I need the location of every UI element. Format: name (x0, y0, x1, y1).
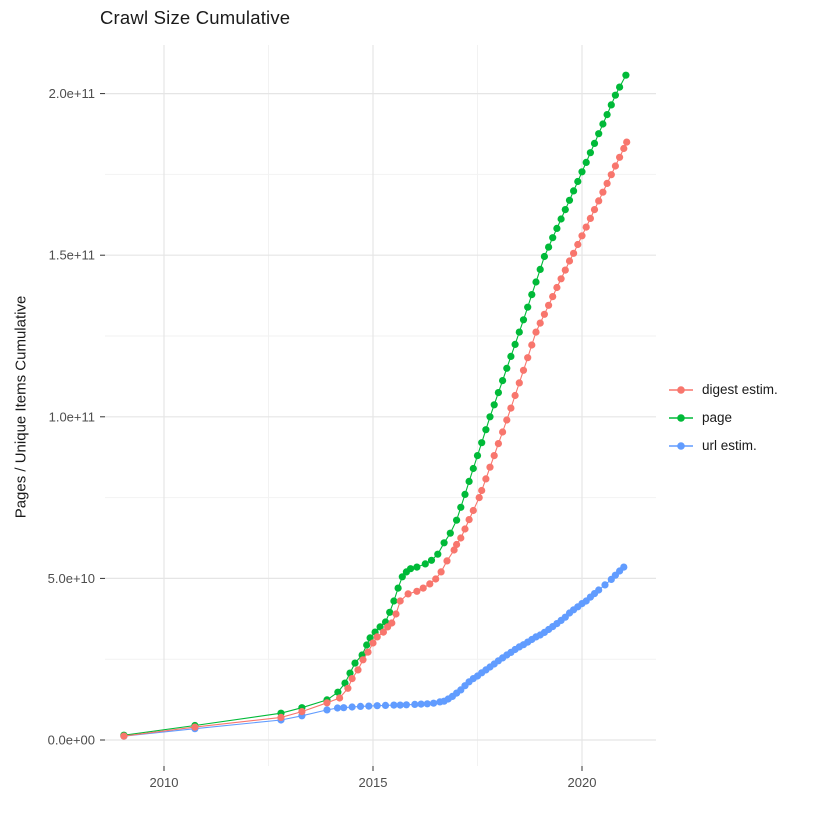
legend-key-digest-icon (669, 385, 693, 394)
legend-entry-digest: digest estim. (668, 379, 824, 400)
legend-label-page: page (702, 410, 733, 425)
legend-entry-url: url estim. (668, 435, 824, 456)
y-tick-label: 2.0e+11 (49, 86, 95, 101)
x-tick-label: 2015 (359, 775, 388, 790)
legend: digest estim. page url estim. (668, 379, 824, 463)
y-tick-label: 1.5e+11 (49, 248, 95, 263)
grid-major (105, 45, 656, 766)
x-tick-label: 2010 (150, 775, 179, 790)
y-tick-label: 0.0e+00 (48, 733, 95, 748)
legend-label-digest: digest estim. (702, 382, 778, 397)
grid-minor (105, 45, 656, 766)
legend-label-url: url estim. (702, 438, 757, 453)
chart-title: Crawl Size Cumulative (100, 7, 291, 28)
y-axis-title: Pages / Unique Items Cumulative (12, 295, 30, 519)
legend-entry-page: page (668, 407, 824, 428)
x-tick-label: 2020 (568, 775, 597, 790)
series-digest-estim (120, 138, 631, 740)
y-tick-label: 5.0e+10 (48, 571, 95, 586)
legend-key-page-icon (669, 413, 693, 422)
legend-key-url-icon (669, 441, 693, 450)
series-url-estim (120, 563, 628, 740)
y-tick-label: 1.0e+11 (49, 409, 95, 424)
axis-ticks: 2010 2015 2020 0.0e+00 5.0e+10 1.0e+11 1.5e+11… (48, 86, 597, 790)
